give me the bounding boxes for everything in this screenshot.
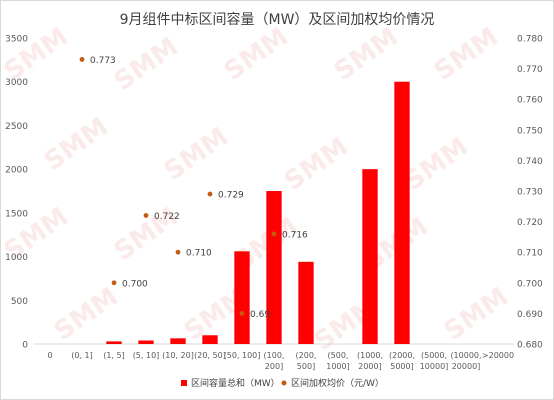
bar bbox=[138, 340, 154, 344]
x-tick-label: (10, 20] bbox=[162, 351, 194, 360]
bar bbox=[298, 261, 314, 344]
y-left-tick-label: 500 bbox=[11, 297, 28, 307]
x-tick-label: 10000] bbox=[420, 362, 449, 371]
x-tick-label: 0 bbox=[47, 351, 52, 360]
y-left-tick-label: 2000 bbox=[5, 166, 28, 176]
price-point bbox=[271, 231, 277, 237]
price-data-label: 0.710 bbox=[186, 249, 212, 259]
x-tick-label: 500] bbox=[297, 362, 315, 371]
legend-price-label: 区间加权均价（元/W） bbox=[291, 377, 384, 389]
x-tick-label: (500, bbox=[328, 351, 349, 360]
bar bbox=[170, 338, 186, 344]
price-point bbox=[143, 213, 149, 218]
legend-bar-swatch bbox=[181, 380, 187, 386]
price-point bbox=[175, 249, 181, 255]
legend-bar-label: 区间容量总和（MW） bbox=[191, 377, 280, 389]
y-right-tick-label: 0.760 bbox=[517, 96, 543, 106]
y-left-tick-label: 1000 bbox=[5, 253, 28, 263]
bar bbox=[362, 169, 378, 344]
x-tick-label: (5, 10] bbox=[133, 351, 160, 360]
price-point bbox=[239, 311, 245, 316]
y-right-tick-label: 0.770 bbox=[517, 65, 543, 75]
bar bbox=[106, 341, 122, 344]
y-right-tick-label: 0.740 bbox=[517, 157, 543, 167]
watermark-mark: SMM bbox=[49, 282, 124, 347]
x-tick-label: (0, 1] bbox=[71, 351, 93, 360]
x-tick-label: (10000, bbox=[450, 351, 481, 360]
price-data-label: 0.716 bbox=[282, 230, 308, 240]
watermark-mark: SMM bbox=[1, 22, 74, 87]
price-point bbox=[79, 57, 85, 62]
x-tick-label: 20000] bbox=[452, 362, 481, 371]
x-tick-label: (20, 50] bbox=[194, 351, 226, 360]
watermark-mark: SMM bbox=[279, 132, 354, 197]
watermark-mark: SMM bbox=[399, 132, 474, 197]
y-right-tick-label: 0.750 bbox=[517, 126, 543, 136]
x-tick-label: 5000] bbox=[390, 362, 413, 371]
watermark-mark: SMM bbox=[429, 22, 504, 87]
price-point bbox=[207, 191, 213, 197]
bar bbox=[266, 191, 282, 344]
watermark-mark: SMM bbox=[39, 112, 114, 177]
watermark-mark: SMM bbox=[329, 22, 404, 87]
x-tick-label: 200] bbox=[265, 362, 283, 371]
chart-title: 9月组件中标区间容量（MW）及区间加权均价情况 bbox=[119, 12, 435, 28]
y-right-tick-label: 0.680 bbox=[517, 341, 543, 351]
bar bbox=[202, 335, 218, 344]
y-right-tick-label: 0.720 bbox=[517, 218, 543, 228]
y-left-tick-label: 3000 bbox=[5, 78, 28, 88]
x-tick-label: 2000] bbox=[358, 362, 381, 371]
x-tick-label: 1000] bbox=[326, 362, 349, 371]
watermark-mark: SMM bbox=[439, 282, 514, 347]
y-left-tick-label: 1500 bbox=[5, 209, 28, 219]
bar bbox=[234, 251, 250, 344]
bar bbox=[394, 81, 410, 344]
legend-price-swatch bbox=[281, 380, 287, 386]
price-data-label: 0.773 bbox=[90, 56, 116, 66]
x-tick-label: (1, 5] bbox=[103, 351, 125, 360]
watermark-mark: SMM bbox=[109, 32, 184, 97]
price-point bbox=[111, 280, 117, 286]
y-left-tick-label: 2500 bbox=[5, 122, 28, 132]
price-data-label: 0.69 bbox=[250, 310, 270, 320]
watermark-mark: SMM bbox=[159, 122, 234, 187]
y-right-tick-label: 0.700 bbox=[517, 279, 543, 289]
x-tick-label: (200, bbox=[296, 351, 317, 360]
x-tick-label: (50, 100] bbox=[224, 351, 261, 360]
x-tick-label: >20000 bbox=[482, 351, 514, 360]
x-tick-label: (1000, bbox=[357, 351, 383, 360]
price-data-label: 0.722 bbox=[154, 212, 180, 222]
x-tick-label: (5000, bbox=[421, 351, 447, 360]
price-data-label: 0.729 bbox=[218, 191, 244, 201]
watermark-mark: SMM bbox=[219, 22, 294, 87]
y-right-tick-label: 0.730 bbox=[517, 188, 543, 198]
y-right-tick-label: 0.690 bbox=[517, 310, 543, 320]
y-right-tick-label: 0.710 bbox=[517, 249, 543, 259]
x-tick-label: (100, bbox=[264, 351, 285, 360]
y-left-tick-label: 3500 bbox=[5, 35, 28, 45]
y-right-tick-label: 0.780 bbox=[517, 35, 543, 45]
y-left-tick-label: 0 bbox=[22, 341, 28, 351]
price-data-label: 0.700 bbox=[122, 279, 148, 289]
x-tick-label: (2000, bbox=[389, 351, 415, 360]
